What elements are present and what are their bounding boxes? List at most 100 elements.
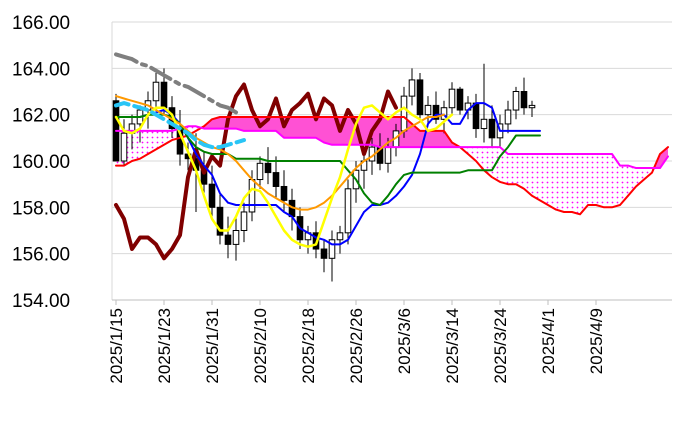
cloud-segment: [604, 154, 612, 208]
cloud-segment: [228, 116, 236, 129]
cloud-segment: [660, 147, 668, 168]
series-line: [114, 101, 246, 150]
candle-body: [440, 107, 448, 120]
y-tick-label: 154.00: [12, 291, 70, 312]
cloud-segment: [156, 130, 164, 150]
candle-body: [328, 239, 336, 259]
candle-body: [504, 109, 512, 125]
x-tick-label: 2025/2/10: [251, 308, 270, 384]
candle-body: [448, 88, 456, 109]
candle-body: [152, 81, 160, 102]
cloud-segment: [556, 154, 564, 212]
series-line: [114, 82, 398, 261]
cloud-segment: [548, 154, 556, 210]
candle-body: [216, 206, 224, 236]
candle-body: [480, 118, 488, 130]
cloud-segment: [380, 116, 388, 148]
candle-body: [432, 104, 440, 120]
cloud-segment: [564, 154, 572, 212]
candle-body: [160, 81, 168, 109]
axes: 2025/1/15 2025/1/23 2025/1/31 2025/2/10 2025…: [107, 22, 672, 384]
y-tick-label: 166.00: [12, 13, 70, 34]
candle-body: [456, 88, 464, 111]
cloud-segment: [596, 154, 604, 208]
candle-body: [120, 132, 128, 162]
y-tick-label: 162.00: [12, 106, 70, 127]
cloud-segment: [572, 154, 580, 215]
candle-body: [208, 183, 216, 208]
y-tick-label: 160.00: [12, 152, 70, 173]
candle-body: [488, 118, 496, 139]
x-tick-label: 2025/3/6: [395, 308, 414, 374]
cloud-segment: [292, 116, 300, 138]
cloud-segment: [212, 116, 220, 129]
cloud-segment: [508, 154, 516, 185]
x-tick-label: 2025/2/18: [299, 308, 318, 384]
series-line: [115, 125, 669, 169]
indicator-lines: [114, 52, 669, 261]
cloud-segment: [532, 154, 540, 201]
candle-body: [384, 146, 392, 164]
x-tick-label: 2025/1/23: [155, 308, 174, 384]
candle-body: [424, 104, 432, 116]
cloud-segment: [620, 165, 628, 206]
cloud-segment: [476, 147, 484, 171]
kumo-cloud: [116, 116, 668, 215]
candlesticks: [112, 63, 536, 282]
candle-body: [232, 230, 240, 245]
candle-body: [472, 102, 480, 130]
cloud-segment: [468, 147, 476, 161]
cloud-segment: [300, 116, 308, 138]
cloud-segment: [540, 154, 548, 206]
candle-body: [224, 234, 232, 245]
x-tick-label: 2025/4/9: [587, 308, 606, 374]
cloud-segment: [588, 154, 596, 206]
x-tick-label: 2025/1/31: [203, 308, 222, 384]
cloud-segment: [316, 116, 324, 143]
candle-body: [256, 162, 264, 181]
cloud-segment: [148, 130, 156, 155]
cloud-segment: [164, 130, 172, 145]
cloud-segment: [580, 154, 588, 215]
cloud-segment: [308, 116, 316, 138]
candle-body: [520, 91, 528, 109]
cloud-segment: [436, 130, 444, 148]
candle-body: [336, 232, 344, 241]
candle-body: [248, 179, 256, 213]
cloud-segment: [428, 130, 436, 148]
candle-body: [400, 95, 408, 132]
y-tick-label: 158.00: [12, 198, 70, 219]
x-tick-label: 2025/4/1: [539, 308, 558, 374]
cloud-segment: [140, 130, 148, 159]
candle-body: [320, 248, 328, 259]
candle-body: [280, 185, 288, 201]
cloud-segment: [612, 154, 620, 208]
series-line: [114, 52, 238, 115]
candle-body: [512, 91, 520, 111]
candle-body: [272, 172, 280, 187]
series-line: [114, 104, 454, 248]
cloud-segment: [236, 116, 244, 131]
candle-body: [264, 162, 272, 174]
x-tick-label: 2025/2/26: [347, 308, 366, 384]
cloud-segment: [500, 147, 508, 185]
cloud-segment: [636, 167, 644, 187]
x-tick-label: 2025/3/14: [443, 308, 462, 384]
candle-body: [344, 188, 352, 234]
cloud-segment: [268, 116, 276, 131]
cloud-segment: [132, 130, 140, 161]
series-line: [115, 113, 541, 206]
candle-body: [416, 79, 424, 116]
x-tick-label: 2025/1/15: [107, 308, 126, 384]
y-tick-label: 156.00: [12, 245, 70, 266]
series-line: [115, 95, 445, 211]
candle-body: [240, 211, 248, 231]
cloud-segment: [244, 116, 252, 131]
cloud-segment: [524, 154, 532, 196]
candle-body: [408, 79, 416, 97]
cloud-segment: [324, 116, 332, 145]
candle-body: [528, 104, 536, 109]
y-tick-label: 164.00: [12, 59, 70, 80]
